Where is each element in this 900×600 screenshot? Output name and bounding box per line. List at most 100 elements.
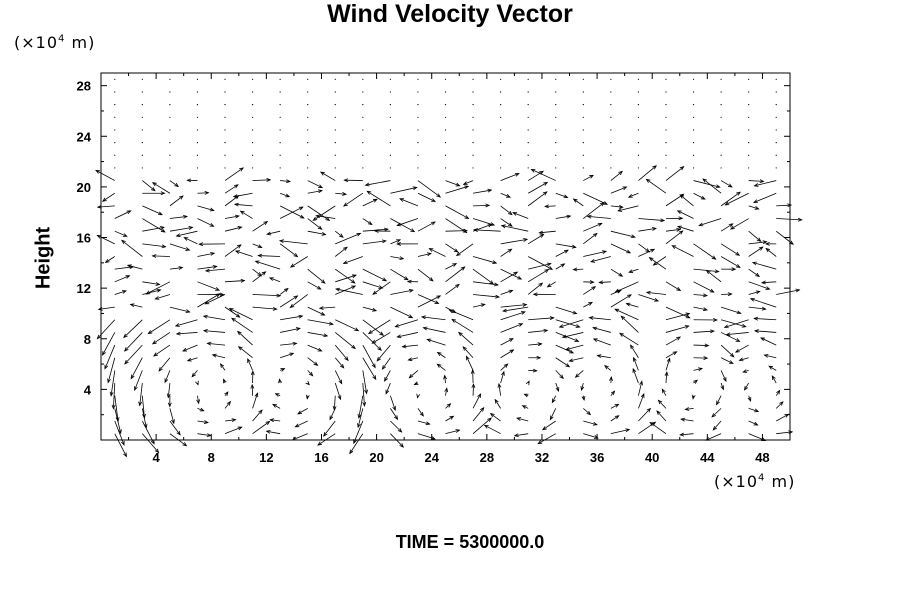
vector-arrow — [367, 190, 391, 207]
vector-dot — [224, 167, 226, 169]
vector-arrow — [555, 319, 580, 328]
vector-dot — [417, 91, 419, 93]
vector-arrowhead — [760, 337, 765, 342]
vector-arrowhead — [425, 421, 431, 426]
vector-arrowhead — [725, 332, 731, 337]
vector-arrowhead — [183, 237, 189, 241]
vector-arrowhead — [648, 257, 654, 262]
vector-arrow — [681, 418, 694, 422]
vector-arrowhead — [138, 401, 143, 407]
vector-dot — [307, 104, 309, 106]
vector-dot — [389, 78, 391, 80]
vector-arrowhead — [186, 357, 192, 362]
vector-arrow — [500, 192, 511, 198]
vector-arrow — [500, 363, 508, 371]
vector-dot — [224, 129, 226, 131]
vector-arrowhead — [614, 403, 620, 408]
vector-dot — [665, 78, 667, 80]
vector-arrow — [362, 240, 386, 245]
vector-arrowhead — [436, 351, 442, 356]
vector-arrow — [754, 330, 777, 333]
vector-arrow — [615, 281, 639, 293]
vector-arrowhead — [211, 353, 217, 358]
vector-arrow — [97, 235, 115, 245]
vector-arrow — [711, 408, 722, 418]
vector-dot — [610, 167, 612, 169]
vector-arrowhead — [344, 356, 349, 362]
vector-arrowhead — [614, 308, 620, 313]
vector-arrowhead — [257, 244, 263, 248]
vector-dot — [251, 104, 254, 106]
vector-arrow — [197, 192, 209, 194]
vector-arrow — [335, 246, 348, 257]
vector-arrowhead — [735, 338, 741, 342]
vector-arrow — [362, 332, 382, 351]
vector-arrowhead — [406, 279, 412, 284]
vector-arrowhead — [610, 390, 616, 396]
vector-arrowhead — [232, 194, 238, 198]
vector-arrow — [665, 166, 684, 181]
vector-arrow — [693, 180, 720, 188]
x-tick-label: 12 — [259, 450, 273, 465]
vector-dot — [279, 104, 281, 106]
vector-arrowhead — [382, 277, 388, 282]
vector-arrow — [269, 277, 281, 283]
vector-arrowhead — [451, 318, 457, 323]
vector-arrowhead — [735, 264, 741, 268]
vector-arrowhead — [477, 393, 482, 398]
vector-arrowhead — [736, 310, 742, 315]
vector-arrowhead — [627, 294, 632, 299]
vector-arrowhead — [771, 375, 776, 381]
vector-arrowhead — [622, 186, 628, 191]
vector-arrow — [197, 407, 204, 412]
vector-arrowhead — [759, 179, 765, 184]
unit-suffix: m) — [65, 33, 96, 52]
vector-arrowhead — [596, 354, 602, 359]
vector-arrow — [164, 370, 171, 383]
vector-arrow — [335, 230, 344, 238]
vector-dot — [334, 154, 336, 156]
vector-arrow — [123, 319, 143, 338]
vector-arrowhead — [95, 169, 100, 174]
vector-arrowhead — [372, 290, 378, 295]
vector-arrowhead — [385, 389, 390, 395]
vector-arrow — [610, 268, 623, 277]
vector-arrowhead — [323, 432, 328, 437]
vector-arrowhead — [328, 321, 334, 326]
vector-dot — [279, 154, 281, 156]
vector-arrowhead — [430, 221, 436, 226]
vector-arrowhead — [185, 247, 191, 251]
vector-arrowhead — [372, 198, 378, 203]
vector-dot — [555, 142, 557, 144]
vector-arrowhead — [351, 274, 357, 279]
vector-dot — [748, 129, 750, 131]
vector-arrow — [445, 218, 467, 233]
vector-arrowhead — [237, 346, 243, 351]
vector-arrow — [555, 192, 568, 198]
vector-arrow — [362, 319, 384, 336]
vector-arrow — [362, 228, 388, 232]
unit-suffix: m) — [765, 472, 796, 491]
vector-arrow — [474, 229, 501, 232]
vector-arrow — [771, 375, 777, 384]
vector-arrowhead — [436, 295, 442, 300]
vector-arrowhead — [167, 402, 172, 408]
vector-dot — [610, 116, 612, 118]
vector-arrowhead — [758, 246, 764, 251]
vector-arrowhead — [603, 201, 609, 205]
vector-arrow — [522, 405, 529, 409]
vector-arrowhead — [305, 394, 310, 400]
vector-arrow — [334, 344, 349, 361]
vector-dot — [472, 154, 474, 156]
vector-dot — [196, 91, 199, 93]
vector-dot — [720, 116, 722, 118]
vector-arrow — [646, 178, 667, 194]
vector-arrow — [102, 192, 116, 202]
vector-arrow — [417, 408, 424, 417]
vector-arrowhead — [349, 449, 354, 455]
vector-arrow — [500, 205, 513, 215]
vector-arrow — [142, 226, 165, 232]
vector-dot — [224, 104, 226, 106]
vector-arrow — [142, 243, 166, 248]
vector-arrow — [252, 409, 263, 422]
